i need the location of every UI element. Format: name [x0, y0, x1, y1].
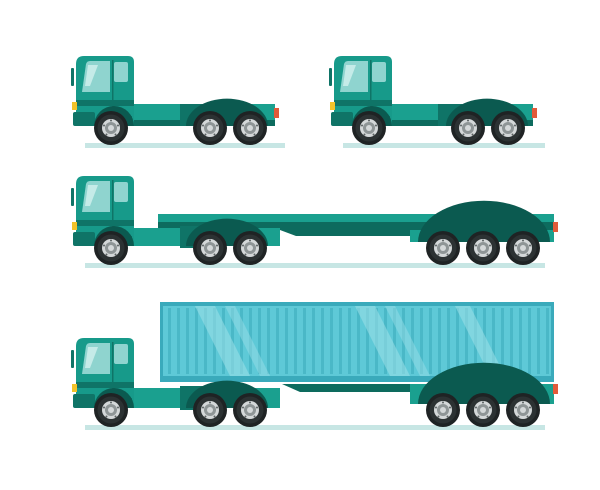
- container-rib: [510, 308, 513, 374]
- container-rib: [177, 308, 180, 374]
- container-rib: [357, 308, 360, 374]
- container-rib: [168, 308, 171, 374]
- tractor-unit-2: [329, 56, 545, 148]
- container-rib: [429, 308, 432, 374]
- container-rib: [267, 308, 270, 374]
- container-rib: [393, 308, 396, 374]
- container-rib: [321, 308, 324, 374]
- ground-shadow: [85, 263, 545, 268]
- container-rib: [402, 308, 405, 374]
- tractor-container-trailer: [71, 302, 558, 430]
- container-rib: [186, 308, 189, 374]
- container-rib: [420, 308, 423, 374]
- container-rib: [528, 308, 531, 374]
- container-rib: [411, 308, 414, 374]
- container-rib: [546, 308, 549, 374]
- container-rib: [195, 308, 198, 374]
- container-rib: [348, 308, 351, 374]
- container-rib: [204, 308, 207, 374]
- container-rib: [456, 308, 459, 374]
- ground-shadow: [343, 143, 545, 148]
- container-rib: [249, 308, 252, 374]
- container-rib: [285, 308, 288, 374]
- tractor-unit-1: [71, 56, 285, 148]
- container-rib: [447, 308, 450, 374]
- container-rib: [366, 308, 369, 374]
- container-rib: [465, 308, 468, 374]
- container-rib: [492, 308, 495, 374]
- flatbed-deck: [158, 214, 554, 222]
- ground-shadow: [85, 425, 545, 430]
- container-rib: [438, 308, 441, 374]
- container-rib: [276, 308, 279, 374]
- container-rib: [501, 308, 504, 374]
- container-rib: [294, 308, 297, 374]
- container-rib: [303, 308, 306, 374]
- container-rib: [258, 308, 261, 374]
- ground-shadow: [85, 143, 285, 148]
- container-rib: [330, 308, 333, 374]
- container-rib: [312, 308, 315, 374]
- container-rib: [339, 308, 342, 374]
- container-rib: [537, 308, 540, 374]
- tractor-flatbed-trailer: [71, 176, 558, 268]
- container-rib: [519, 308, 522, 374]
- container-rib: [240, 308, 243, 374]
